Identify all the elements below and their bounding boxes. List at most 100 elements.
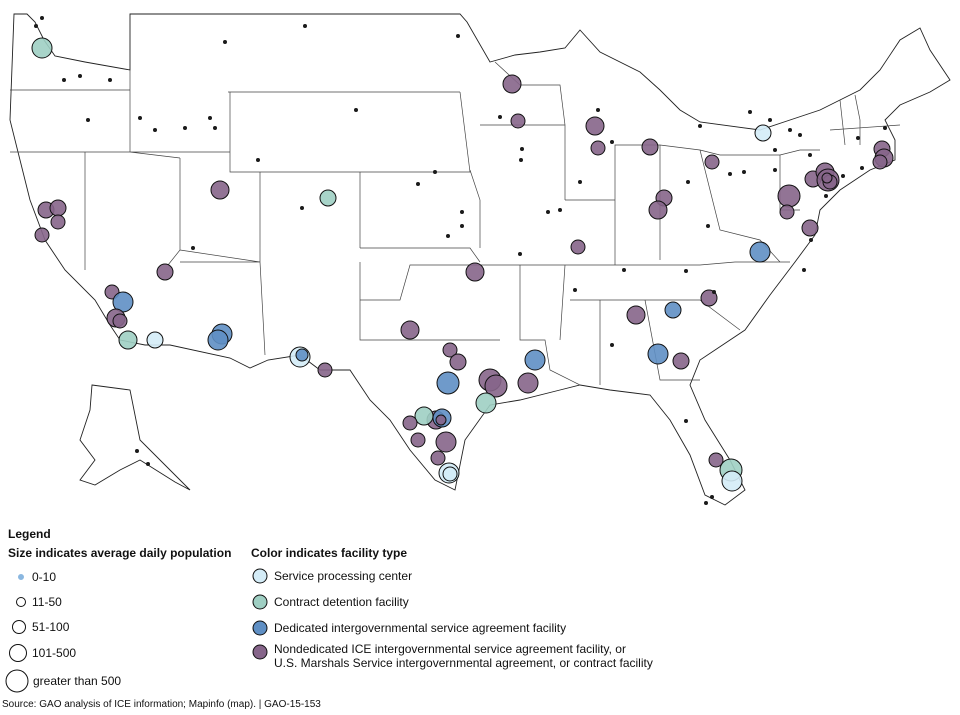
facility-dot [841,174,845,178]
facility-dot [354,108,358,112]
facility-dot [558,208,562,212]
size-legend-51-100: 51-100 [6,617,69,637]
facility-dot [712,290,716,294]
facility-dot [433,170,437,174]
facility-dot [742,170,746,174]
facility-dot [456,34,460,38]
facility-dot [146,462,150,466]
facility-marker [400,320,420,340]
facility-marker [585,116,605,136]
facility-dot [183,126,187,130]
facility-dot [704,501,708,505]
size-legend-header: Size indicates average daily population [8,546,232,560]
type-label-contract-detention: Contract detention facility [274,595,409,609]
facility-dot [256,158,260,162]
facility-dot [802,268,806,272]
size-legend-11-50: 11-50 [10,593,62,611]
facility-marker [704,154,720,170]
facility-marker [510,113,526,129]
facility-marker [34,227,50,243]
facility-dot [622,268,626,272]
facility-marker [207,329,229,351]
size-legend-101-500: 101-500 [4,641,76,665]
facility-marker [524,349,546,371]
facility-dot [809,238,813,242]
facility-marker [436,371,460,395]
facility-dot [303,24,307,28]
us-states-map [9,13,951,506]
facility-marker [779,204,795,220]
size-label-0-10: 0-10 [32,570,57,584]
facility-dot [824,194,828,198]
facility-dot [883,126,887,130]
facility-dot [498,115,502,119]
facility-marker [449,353,467,371]
facility-marker [502,74,522,94]
size-51-100-circle-icon [12,620,26,634]
facility-marker [754,124,772,142]
facility-dot [578,180,582,184]
facility-marker [442,342,458,358]
type-legend-nondedicated: Nondedicated ICE intergovernmental servi… [250,642,653,670]
facility-marker [410,432,426,448]
facility-dot [768,118,772,122]
facility-dot [191,246,195,250]
type-label-nondedicated-line2: U.S. Marshals Service intergovernmental … [274,656,653,670]
facility-marker [49,199,67,217]
facility-dot [135,449,139,453]
legend-title: Legend [8,527,51,541]
facility-markers [31,37,894,492]
facility-marker [319,189,337,207]
facility-marker [721,470,743,492]
facility-dot [710,495,714,499]
facility-dot [460,224,464,228]
facility-dot [788,128,792,132]
size-gt-500-circle-icon [5,669,29,693]
facility-marker [402,415,418,431]
dedicated-igsa-circle-icon [252,620,268,636]
facility-marker [801,219,819,237]
facility-dot [416,182,420,186]
facility-marker [156,263,174,281]
facility-dot [300,206,304,210]
facility-dot [798,133,802,137]
facility-dot [684,269,688,273]
facility-marker [821,172,833,184]
facility-marker [414,406,434,426]
us-facility-map [9,13,951,506]
facility-marker [664,301,682,319]
size-0-10-circle-icon [18,574,24,580]
color-legend-header: Color indicates facility type [251,546,408,560]
facility-marker [648,200,668,220]
facility-marker [626,305,646,325]
facility-dot [108,78,112,82]
facility-marker [210,180,230,200]
facility-dot [62,78,66,82]
facility-dot [519,158,523,162]
facility-marker [430,450,446,466]
size-label-11-50: 11-50 [32,595,62,609]
facility-marker [442,466,458,482]
facility-dot [686,180,690,184]
facility-marker [590,140,606,156]
type-legend-service-processing: Service processing center [250,566,412,586]
facility-dot [518,252,522,256]
type-legend-contract-detention: Contract detention facility [250,592,409,612]
facility-dot [596,108,600,112]
facility-dot [808,153,812,157]
facility-marker [435,414,447,426]
facility-dot [773,148,777,152]
facility-dot [86,118,90,122]
type-legend-dedicated-igsa: Dedicated intergovernmental service agre… [250,618,566,638]
source-note: Source: GAO analysis of ICE information;… [2,699,321,710]
facility-marker [777,184,801,208]
facility-dot [706,224,710,228]
service-processing-circle-icon [252,568,268,584]
size-label-gt-500: greater than 500 [33,674,122,688]
facility-dot [856,136,860,140]
facility-dot [684,419,688,423]
type-label-nondedicated-line1: Nondedicated ICE intergovernmental servi… [274,642,626,656]
facility-dot [213,126,217,130]
facility-marker [50,214,66,230]
facility-dot [460,210,464,214]
